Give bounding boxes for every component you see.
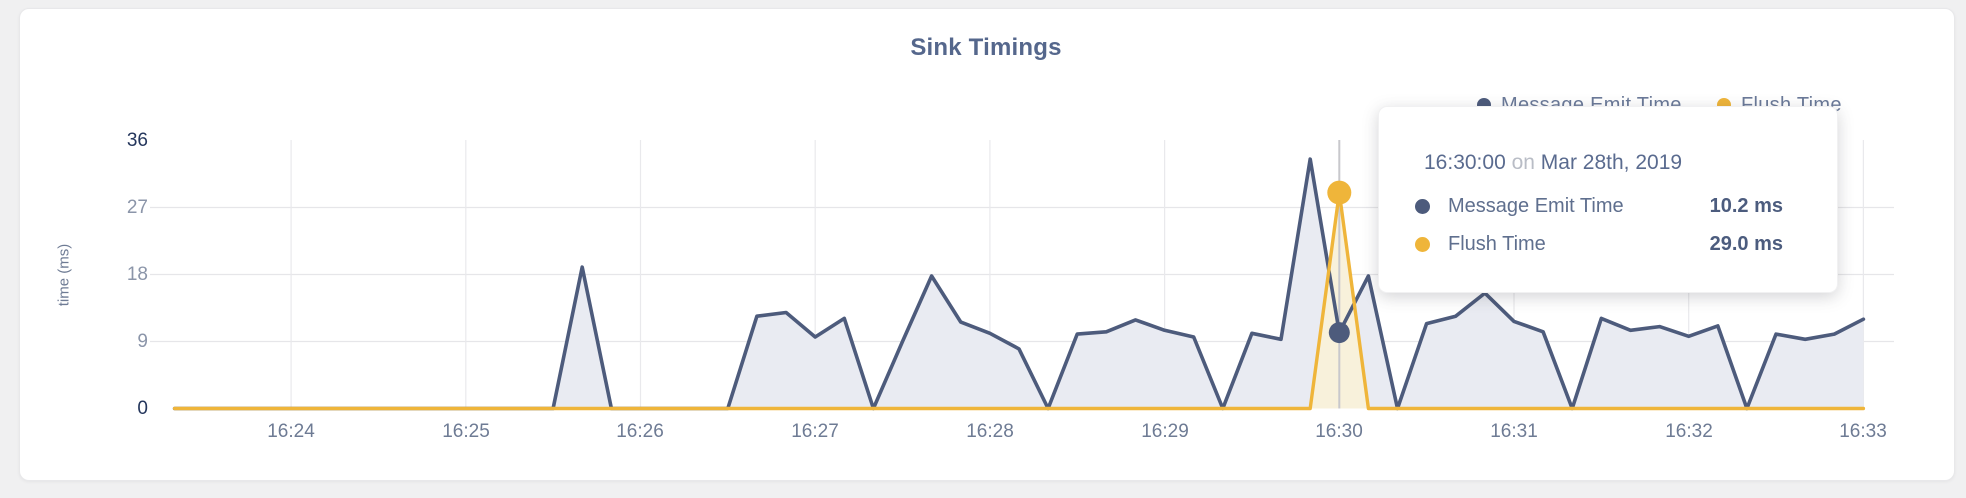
x-tick-label: 16:26 xyxy=(616,421,664,442)
tooltip-header: 16:30:00 on Mar 28th, 2019 xyxy=(1424,151,1682,175)
y-tick-label: 18 xyxy=(126,264,148,285)
tooltip-time: 16:30:00 xyxy=(1424,151,1506,174)
tooltip-series-value: 29.0 ms xyxy=(1709,232,1783,255)
tooltip-connector: on xyxy=(1511,151,1535,174)
tooltip-series-label: Message Emit Time xyxy=(1448,194,1624,217)
hover-marker-0[interactable] xyxy=(1328,322,1350,344)
flush-time-dot-icon xyxy=(1415,236,1430,252)
tooltip-series-value: 10.2 ms xyxy=(1709,194,1783,217)
hover-tooltip: 16:30:00 on Mar 28th, 2019 Message Emit … xyxy=(1378,106,1838,293)
x-tick-label: 16:33 xyxy=(1839,421,1887,442)
y-tick-label: 0 xyxy=(137,398,148,419)
x-tick-label: 16:31 xyxy=(1490,421,1538,442)
x-tick-label: 16:28 xyxy=(966,421,1014,442)
x-tick-label: 16:30 xyxy=(1315,421,1363,442)
x-tick-label: 16:32 xyxy=(1665,421,1713,442)
x-tick-label: 16:25 xyxy=(442,421,490,442)
x-tick-label: 16:27 xyxy=(791,421,839,442)
tooltip-row-message-emit-time: Message Emit Time 10.2 ms xyxy=(1415,193,1783,219)
hover-marker-1[interactable] xyxy=(1327,180,1352,205)
tooltip-date: Mar 28th, 2019 xyxy=(1540,151,1683,174)
y-tick-label: 27 xyxy=(126,197,148,218)
x-tick-label: 16:24 xyxy=(267,421,315,442)
message-emit-time-dot-icon xyxy=(1415,198,1430,214)
series-line-1 xyxy=(172,190,1866,411)
tooltip-row-flush-time: Flush Time 29.0 ms xyxy=(1415,231,1783,257)
y-tick-label: 9 xyxy=(137,331,148,352)
x-tick-label: 16:29 xyxy=(1141,421,1189,442)
y-tick-label: 36 xyxy=(126,130,148,151)
chart-title: Sink Timings xyxy=(910,34,1062,61)
tooltip-series-label: Flush Time xyxy=(1448,232,1546,255)
